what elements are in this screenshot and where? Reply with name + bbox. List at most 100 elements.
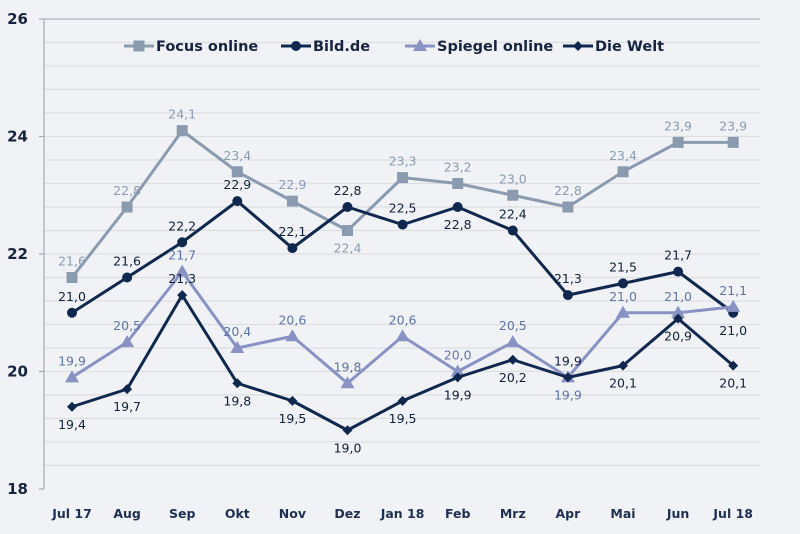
data-point-focus-online xyxy=(617,166,629,178)
legend-label: Focus online xyxy=(156,39,258,55)
data-label-spiegel-online: 20,5 xyxy=(113,318,141,333)
data-point-focus-online xyxy=(121,201,133,213)
data-point-bild-de xyxy=(618,278,628,289)
data-point-bild-de xyxy=(287,243,298,254)
data-label-bild-de: 21,6 xyxy=(113,254,141,269)
data-label-die-welt: 20,9 xyxy=(664,329,692,344)
data-point-focus-online xyxy=(231,166,243,178)
data-point-die-welt xyxy=(342,425,353,436)
data-point-focus-online xyxy=(452,178,464,189)
data-label-spiegel-online: 21,0 xyxy=(609,289,637,304)
data-point-spiegel-online xyxy=(395,329,410,342)
x-tick-label: Jul 18 xyxy=(712,506,753,521)
y-axis-ticks: 18 20 22 24 26 xyxy=(7,10,44,498)
data-label-spiegel-online: 19,9 xyxy=(58,353,86,368)
data-label-die-welt: 20,1 xyxy=(719,376,747,391)
legend: Focus online Bild.de Spiegel online Die Wel… xyxy=(124,39,664,55)
data-label-spiegel-online: 19,8 xyxy=(334,359,362,374)
data-label-spiegel-online: 20,6 xyxy=(389,312,417,327)
data-label-bild-de: 21,5 xyxy=(609,259,637,274)
series-spiegel-online: 19,9 20,5 21,7 20,4 20,6 19,8 20,6 20,0 20,5 19,9… xyxy=(58,248,747,403)
data-label-focus-online: 23,3 xyxy=(389,154,417,169)
data-label-die-welt: 19,4 xyxy=(58,417,86,432)
data-label-focus-online: 23,4 xyxy=(223,148,251,163)
data-point-spiegel-online xyxy=(726,299,741,312)
legend-label: Bild.de xyxy=(313,39,370,55)
data-label-die-welt: 19,0 xyxy=(334,440,362,455)
x-tick-label: Nov xyxy=(279,506,306,521)
data-label-bild-de: 21,0 xyxy=(58,289,86,304)
data-label-die-welt: 19,7 xyxy=(113,399,141,414)
legend-marker-diamond-icon xyxy=(573,41,583,51)
data-label-focus-online: 22,4 xyxy=(334,241,362,256)
data-label-spiegel-online: 21,1 xyxy=(719,283,747,298)
x-tick-label: Sep xyxy=(169,506,195,521)
x-tick-label: Mai xyxy=(610,506,635,521)
legend-item-focus-online: Focus online xyxy=(124,39,258,55)
y-tick-label: 22 xyxy=(7,245,28,263)
y-tick-label: 18 xyxy=(7,480,28,498)
data-point-bild-de xyxy=(507,225,518,236)
data-point-die-welt xyxy=(618,360,628,371)
series-focus-online: 21,6 22,8 24,1 23,4 22,9 22,4 23,3 23,2 23,0 22,8… xyxy=(58,107,747,283)
data-label-spiegel-online: 20,4 xyxy=(223,324,251,339)
data-point-spiegel-online xyxy=(616,305,630,318)
data-label-spiegel-online: 21,0 xyxy=(664,289,692,304)
data-label-bild-de: 22,8 xyxy=(334,183,362,198)
x-tick-label: Mrz xyxy=(500,506,526,521)
data-label-focus-online: 23,0 xyxy=(499,171,527,186)
data-label-die-welt: 19,5 xyxy=(389,411,417,426)
data-label-die-welt: 19,9 xyxy=(554,353,582,368)
x-axis-ticks: Jul 17 Aug Sep Okt Nov Dez Jan 18 Feb Mrz Apr Mai J… xyxy=(51,506,753,521)
data-label-die-welt: 20,2 xyxy=(499,370,527,385)
legend-item-spiegel-online: Spiegel online xyxy=(405,39,553,55)
legend-item-bild-de: Bild.de xyxy=(281,39,370,55)
data-label-bild-de: 22,5 xyxy=(389,201,417,216)
data-point-focus-online xyxy=(286,195,298,207)
data-label-spiegel-online: 21,7 xyxy=(168,248,196,263)
data-point-focus-online xyxy=(507,189,519,201)
data-point-die-welt xyxy=(287,395,298,406)
data-point-spiegel-online xyxy=(65,370,79,383)
legend-item-die-welt: Die Welt xyxy=(563,39,664,55)
data-label-focus-online: 22,8 xyxy=(113,183,141,198)
data-point-bild-de xyxy=(397,219,408,230)
data-label-focus-online: 24,1 xyxy=(168,107,196,122)
data-label-die-welt: 20,1 xyxy=(609,376,637,391)
data-label-bild-de: 22,2 xyxy=(168,218,196,233)
data-label-bild-de: 21,0 xyxy=(719,323,747,338)
legend-label: Die Welt xyxy=(595,39,664,55)
data-label-spiegel-online: 20,6 xyxy=(278,312,306,327)
data-point-focus-online xyxy=(672,136,684,148)
x-tick-label: Okt xyxy=(225,506,250,521)
x-tick-label: Jun xyxy=(666,506,689,521)
data-label-bild-de: 22,1 xyxy=(278,224,306,239)
data-point-focus-online xyxy=(176,125,188,137)
legend-marker-square-icon xyxy=(133,40,145,52)
data-point-bild-de xyxy=(452,202,463,212)
data-label-spiegel-online: 20,0 xyxy=(444,348,472,363)
data-label-focus-online: 23,9 xyxy=(719,118,747,133)
data-point-focus-online xyxy=(66,272,78,283)
data-point-spiegel-online xyxy=(450,364,465,377)
data-label-bild-de: 21,3 xyxy=(554,271,582,286)
data-point-spiegel-online xyxy=(175,264,190,277)
data-point-die-welt xyxy=(397,395,408,406)
data-point-die-welt xyxy=(122,384,133,395)
data-label-focus-online: 23,2 xyxy=(444,160,472,175)
data-point-bild-de xyxy=(232,196,243,207)
data-point-die-welt xyxy=(728,360,739,371)
legend-label: Spiegel online xyxy=(437,39,553,55)
data-point-bild-de xyxy=(342,202,353,212)
data-point-die-welt xyxy=(507,354,518,365)
data-label-spiegel-online: 20,5 xyxy=(499,318,527,333)
y-tick-label: 26 xyxy=(7,10,28,28)
gridlines xyxy=(44,18,760,467)
y-tick-label: 20 xyxy=(7,363,28,381)
data-label-focus-online: 21,6 xyxy=(58,254,86,269)
series-die-welt: 19,4 19,7 21,3 19,8 19,5 19,0 19,5 19,9 20,2 19,9… xyxy=(58,271,747,455)
data-label-bild-de: 21,7 xyxy=(664,248,692,263)
x-tick-label: Jul 17 xyxy=(51,506,92,521)
data-label-die-welt: 19,5 xyxy=(278,411,306,426)
